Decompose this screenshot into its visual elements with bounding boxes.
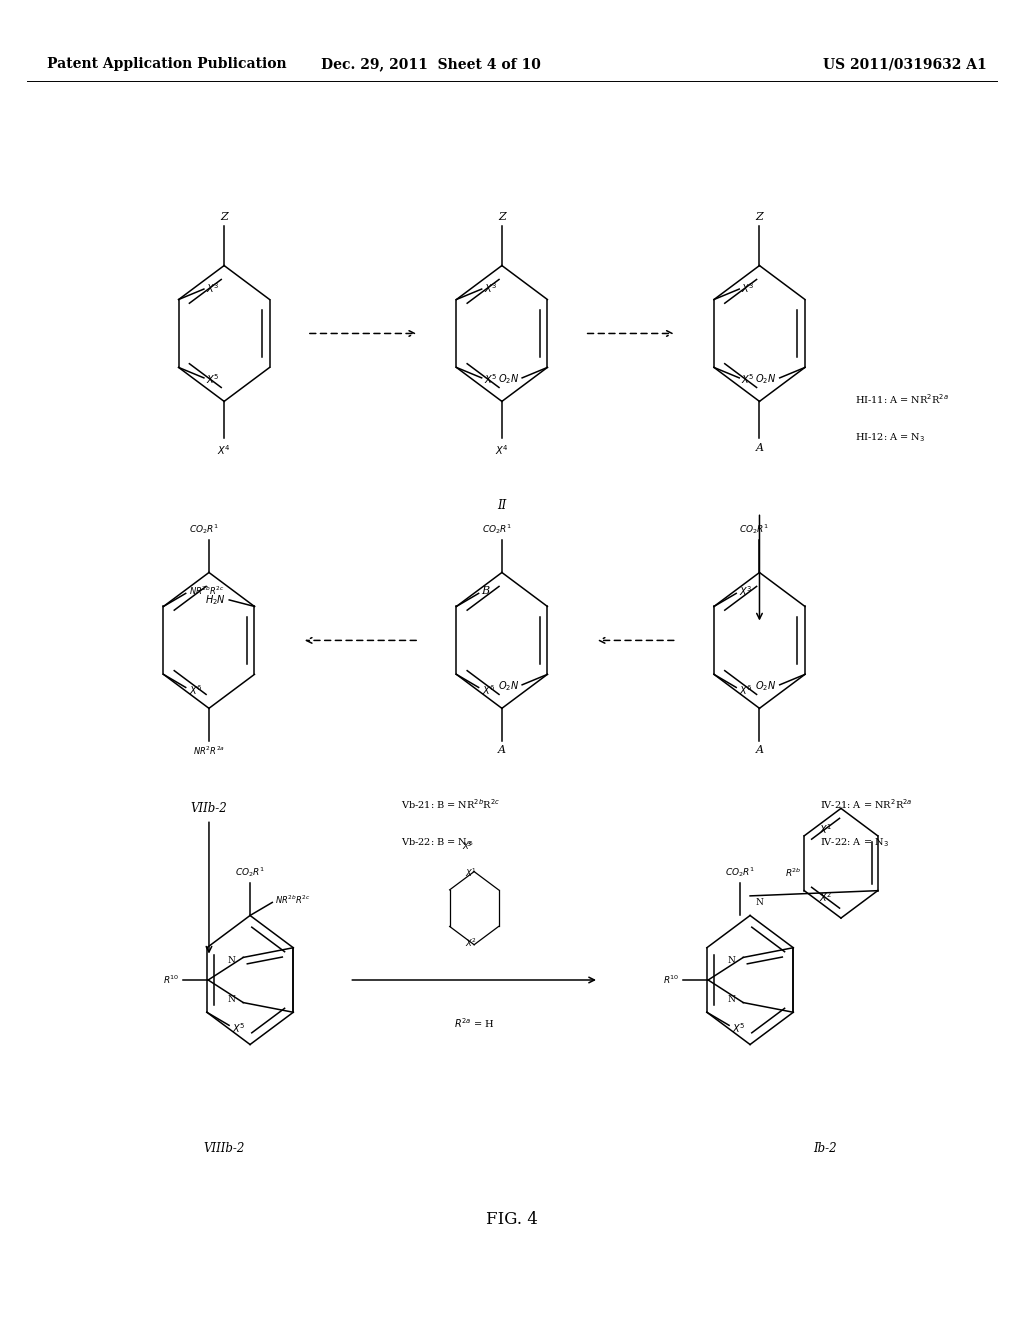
Text: A: A: [756, 744, 764, 755]
Text: IV-21: A = NR$^2$R$^{2a}$: IV-21: A = NR$^2$R$^{2a}$: [820, 797, 912, 810]
Text: $R^{10}$: $R^{10}$: [664, 974, 680, 986]
Text: Z: Z: [756, 213, 763, 223]
Text: $X^3$: $X^3$: [739, 583, 753, 598]
Text: $X^3$: $X^3$: [741, 281, 755, 294]
Text: $X^6$: $X^6$: [739, 684, 753, 697]
Text: N: N: [227, 956, 236, 965]
Text: US 2011/0319632 A1: US 2011/0319632 A1: [823, 57, 987, 71]
Text: $X^4$: $X^4$: [495, 444, 509, 457]
Text: $X^6$: $X^6$: [462, 840, 474, 851]
Text: A: A: [756, 444, 764, 453]
Text: $X^6$: $X^6$: [481, 684, 496, 697]
Text: $R^{10}$: $R^{10}$: [163, 974, 180, 986]
Text: $X^5$: $X^5$: [483, 372, 498, 385]
Text: $X^3$: $X^3$: [206, 281, 219, 294]
Text: $CO_2R^1$: $CO_2R^1$: [236, 865, 265, 879]
Text: $X^5$: $X^5$: [732, 1022, 745, 1035]
Text: N: N: [727, 995, 735, 1005]
Text: $R^{2a}$ = H: $R^{2a}$ = H: [454, 1016, 495, 1031]
Text: N: N: [227, 995, 236, 1005]
Text: $CO_2R^1$: $CO_2R^1$: [188, 521, 219, 536]
Text: VIIb-2: VIIb-2: [190, 803, 227, 816]
Text: $O_2N$: $O_2N$: [756, 680, 776, 693]
Text: A: A: [498, 744, 506, 755]
Text: $X^4$: $X^4$: [217, 444, 231, 457]
Text: $H_2N$: $H_2N$: [205, 593, 226, 607]
Text: $NR^{2b}R^{2c}$: $NR^{2b}R^{2c}$: [188, 585, 224, 597]
Text: N: N: [727, 956, 735, 965]
Text: Vb-21: B = NR$^{2b}$R$^{2c}$: Vb-21: B = NR$^{2b}$R$^{2c}$: [400, 797, 501, 810]
Text: Z: Z: [220, 213, 228, 223]
Text: $NR^{2b}R^{2c}$: $NR^{2b}R^{2c}$: [275, 894, 311, 906]
Text: II: II: [498, 499, 507, 512]
Text: $X^1$: $X^1$: [465, 867, 477, 879]
Text: Ib-2: Ib-2: [813, 1143, 837, 1155]
Text: Z: Z: [498, 213, 506, 223]
Text: $CO_2R^1$: $CO_2R^1$: [482, 521, 512, 536]
Text: B: B: [481, 586, 489, 595]
Text: $X^1$: $X^1$: [819, 822, 833, 836]
Text: Dec. 29, 2011  Sheet 4 of 10: Dec. 29, 2011 Sheet 4 of 10: [322, 57, 541, 71]
Text: $X^3$: $X^3$: [483, 281, 498, 294]
Text: $CO_2R^1$: $CO_2R^1$: [739, 521, 769, 536]
Text: Vb-22: B = N$_3$: Vb-22: B = N$_3$: [400, 837, 472, 849]
Text: $O_2N$: $O_2N$: [498, 372, 519, 385]
Text: VIIIb-2: VIIIb-2: [204, 1143, 245, 1155]
Text: $O_2N$: $O_2N$: [498, 680, 519, 693]
Text: $X^5$: $X^5$: [741, 372, 755, 385]
Text: $O_2N$: $O_2N$: [756, 372, 776, 385]
Text: $CO_2R^1$: $CO_2R^1$: [725, 865, 755, 879]
Text: $X^5$: $X^5$: [206, 372, 219, 385]
Text: HI-12: A = N$_3$: HI-12: A = N$_3$: [855, 432, 926, 445]
Text: $R^{2b}$: $R^{2b}$: [785, 866, 802, 879]
Text: $X^2$: $X^2$: [819, 890, 833, 904]
Text: Patent Application Publication: Patent Application Publication: [47, 57, 287, 71]
Text: HI-11: A = NR$^2$R$^{2a}$: HI-11: A = NR$^2$R$^{2a}$: [855, 392, 949, 407]
Text: N: N: [755, 898, 763, 907]
Text: IV-22: A = N$_3$: IV-22: A = N$_3$: [820, 837, 889, 849]
Text: $X^6$: $X^6$: [188, 684, 203, 697]
Text: FIG. 4: FIG. 4: [486, 1210, 538, 1228]
Text: $X^2$: $X^2$: [465, 937, 477, 949]
Text: $NR^2R^{2a}$: $NR^2R^{2a}$: [193, 744, 225, 758]
Text: $X^5$: $X^5$: [232, 1022, 246, 1035]
